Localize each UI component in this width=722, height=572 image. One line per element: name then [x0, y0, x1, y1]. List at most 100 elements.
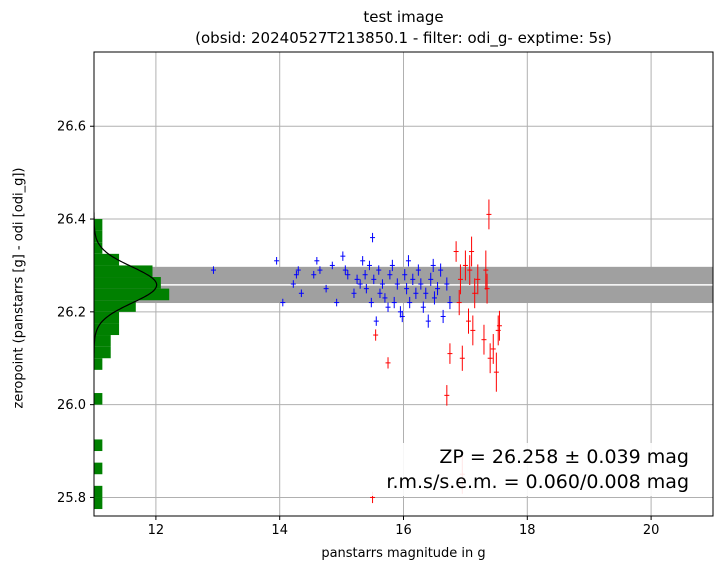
used-star-point: [377, 288, 383, 298]
used-star-point: [428, 272, 434, 286]
used-star-point: [373, 316, 379, 326]
y-tick-label: 26.2: [57, 305, 86, 320]
x-tick-label: 16: [395, 523, 412, 538]
used-star-point: [362, 270, 368, 280]
x-tick-label: 12: [148, 523, 165, 538]
used-star-point: [423, 287, 429, 299]
chart-title: test image: [363, 8, 444, 26]
used-star-point: [290, 280, 296, 288]
rejected-star-point: [495, 315, 501, 346]
used-star-point: [407, 296, 413, 309]
histogram-bar: [94, 277, 161, 289]
used-star-point: [402, 269, 408, 281]
plot-area: [94, 52, 713, 516]
histogram-bar: [94, 219, 103, 231]
histogram-bar: [94, 253, 120, 266]
zeropoint-annotation: ZP = 26.258 ± 0.039 mag: [439, 446, 689, 468]
used-star-point: [435, 282, 441, 296]
used-star-point: [295, 266, 301, 274]
used-star-point: [363, 283, 369, 294]
used-star-point: [357, 279, 363, 289]
used-star-point: [314, 257, 320, 265]
gaussian-fit-curve: [94, 212, 158, 358]
annotation-box: [345, 443, 697, 496]
used-star-point: [360, 256, 366, 266]
used-star-point: [354, 274, 360, 285]
rejected-star-point: [462, 250, 468, 281]
used-star-point: [382, 293, 388, 303]
y-tick-label: 26.4: [57, 213, 86, 228]
used-star-point: [394, 278, 400, 290]
x-axis-label: panstarrs magnitude in g: [321, 546, 486, 561]
histogram-bar: [94, 288, 170, 301]
rejected-star-point: [447, 343, 453, 364]
used-star-point: [404, 283, 410, 295]
used-star-point: [389, 259, 395, 272]
used-star-point: [371, 274, 377, 285]
used-star-point: [405, 255, 411, 267]
rejected-star-point: [465, 308, 471, 334]
rejected-star-point: [493, 352, 499, 392]
used-star-point: [280, 298, 286, 307]
used-star-point: [342, 265, 348, 275]
histogram-bar: [94, 439, 103, 452]
rms-annotation: r.m.s/s.e.m. = 0.060/0.008 mag: [386, 471, 689, 493]
histogram-bar: [94, 335, 111, 347]
used-star-point: [440, 309, 446, 324]
x-tick-label: 18: [519, 523, 536, 538]
used-star-point: [368, 297, 374, 308]
rejected-star-point: [459, 345, 465, 371]
rejected-star-point: [486, 199, 492, 230]
used-star-point: [345, 270, 351, 280]
histogram-bar: [94, 230, 103, 243]
used-star-point: [298, 289, 304, 298]
rejected-star-point: [373, 329, 379, 341]
histogram-bar: [94, 358, 103, 370]
rejected-star-point: [484, 273, 490, 304]
used-star-point: [293, 270, 299, 279]
rejected-star-point: [481, 324, 487, 355]
y-tick-label: 25.8: [57, 491, 86, 506]
used-star-point: [444, 277, 450, 291]
used-star-point: [415, 264, 421, 276]
used-star-point: [370, 232, 376, 243]
used-star-point: [311, 270, 317, 279]
used-star-point: [323, 284, 329, 293]
used-star-point: [376, 265, 382, 275]
rejected-star-point: [472, 278, 478, 309]
used-star-point: [317, 266, 323, 274]
y-axis-label: zeropoint (panstarrs [g] - odi [odi_g]): [11, 167, 27, 409]
rejected-star-point: [470, 315, 476, 346]
histogram-bar: [94, 242, 103, 254]
used-star-point: [413, 287, 419, 299]
used-star-point: [340, 251, 346, 261]
rejected-star-point: [453, 241, 459, 262]
used-star-point: [418, 278, 424, 290]
rejected-star-point: [467, 255, 473, 285]
used-star-point: [334, 298, 340, 307]
y-tick-label: 26.0: [57, 398, 86, 413]
used-star-point: [447, 295, 453, 310]
rejected-star-point: [469, 236, 475, 267]
used-star-point: [329, 261, 335, 270]
used-star-point: [379, 279, 385, 289]
used-star-point: [399, 310, 405, 323]
histogram-bar: [94, 485, 103, 498]
rejected-star-point: [385, 357, 391, 369]
chart-subtitle: (obsid: 20240527T213850.1 - filter: odi_…: [195, 29, 612, 47]
histogram-bar: [94, 346, 111, 359]
histogram-bar: [94, 497, 103, 510]
x-tick-label: 20: [643, 523, 660, 538]
used-star-point: [425, 314, 431, 328]
rejected-star-point: [457, 264, 463, 295]
rejected-star-point: [483, 250, 489, 290]
used-star-point: [430, 258, 436, 273]
used-star-point: [438, 263, 444, 277]
used-star-point: [431, 291, 437, 305]
used-star-point: [385, 302, 391, 312]
used-star-point: [420, 301, 426, 313]
histogram-bar: [94, 323, 120, 336]
rejected-star-point: [490, 334, 496, 364]
histogram-bar: [94, 265, 153, 278]
histogram-bar: [94, 393, 103, 405]
